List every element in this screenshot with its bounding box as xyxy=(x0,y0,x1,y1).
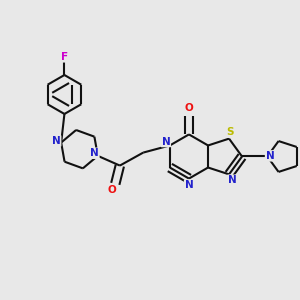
Text: F: F xyxy=(61,52,68,62)
Text: N: N xyxy=(266,151,274,161)
Text: N: N xyxy=(90,148,99,158)
Text: N: N xyxy=(52,136,61,146)
Text: N: N xyxy=(162,136,170,147)
Text: N: N xyxy=(228,175,237,185)
Text: S: S xyxy=(226,127,233,137)
Text: O: O xyxy=(184,103,193,113)
Text: O: O xyxy=(108,185,116,195)
Text: N: N xyxy=(184,180,193,190)
